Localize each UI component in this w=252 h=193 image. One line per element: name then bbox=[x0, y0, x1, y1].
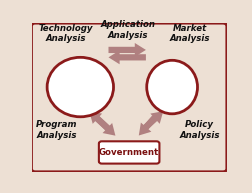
FancyBboxPatch shape bbox=[99, 141, 160, 164]
Text: Government: Government bbox=[99, 148, 159, 157]
Text: Program
Analysis: Program Analysis bbox=[36, 120, 78, 140]
Text: Market
Analysis: Market Analysis bbox=[169, 24, 210, 43]
Text: Application
Analysis: Application Analysis bbox=[101, 20, 156, 40]
Ellipse shape bbox=[47, 57, 113, 117]
Text: Policy
Analysis: Policy Analysis bbox=[179, 120, 220, 140]
Text: Energy
Technologies
and Industry: Energy Technologies and Industry bbox=[51, 71, 110, 103]
FancyBboxPatch shape bbox=[32, 23, 227, 172]
Ellipse shape bbox=[147, 60, 198, 114]
Text: Energy
Markets: Energy Markets bbox=[154, 77, 191, 97]
Text: Technology
Analysis: Technology Analysis bbox=[38, 24, 93, 43]
